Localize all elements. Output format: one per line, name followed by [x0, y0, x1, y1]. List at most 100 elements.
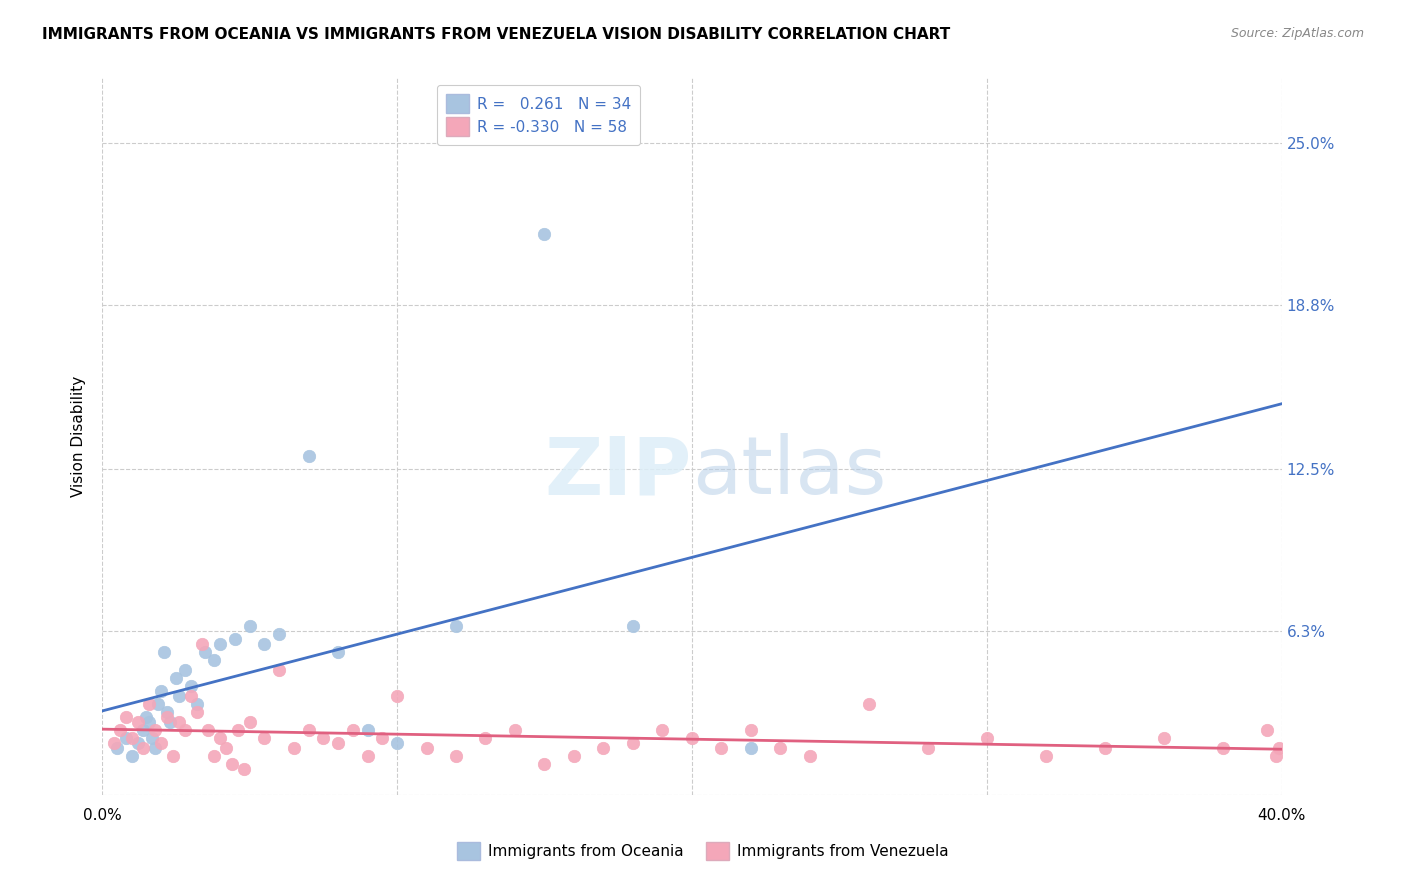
Point [326, 736, 349, 750]
Point [202, 653, 225, 667]
Point [156, 705, 179, 719]
Point [127, 736, 149, 750]
Point [651, 723, 673, 738]
Point [562, 749, 585, 764]
Point [103, 736, 125, 750]
Point [976, 731, 998, 745]
Y-axis label: Vision Disability: Vision Disability [72, 376, 86, 497]
Point [444, 619, 467, 633]
Point [132, 723, 155, 738]
Point [138, 697, 160, 711]
Text: Source: ZipAtlas.com: Source: ZipAtlas.com [1230, 27, 1364, 40]
Point [385, 736, 408, 750]
Point [503, 723, 526, 738]
Point [1264, 749, 1286, 764]
Point [621, 619, 644, 633]
Point [224, 632, 246, 646]
Point [342, 723, 364, 738]
Point [312, 731, 335, 745]
Point [297, 449, 319, 463]
Point [191, 637, 214, 651]
Point [710, 741, 733, 756]
Point [799, 749, 821, 764]
Point [917, 741, 939, 756]
Point [197, 723, 219, 738]
Point [533, 227, 555, 241]
Point [283, 741, 305, 756]
Point [239, 715, 262, 730]
Point [1094, 741, 1116, 756]
Point [127, 715, 149, 730]
Point [253, 637, 276, 651]
Point [202, 749, 225, 764]
Point [681, 731, 703, 745]
Point [1267, 741, 1289, 756]
Point [194, 645, 217, 659]
Point [269, 626, 291, 640]
Point [173, 723, 195, 738]
Point [371, 731, 394, 745]
Point [1153, 731, 1175, 745]
Point [141, 731, 163, 745]
Point [121, 731, 143, 745]
Point [135, 710, 157, 724]
Text: 0.0%: 0.0% [83, 808, 121, 823]
Point [253, 731, 276, 745]
Point [138, 715, 160, 730]
Point [415, 741, 437, 756]
Point [1212, 741, 1234, 756]
Point [239, 619, 262, 633]
Point [209, 731, 232, 745]
Text: atlas: atlas [692, 434, 886, 511]
Text: ZIP: ZIP [544, 434, 692, 511]
Point [121, 749, 143, 764]
Point [153, 645, 176, 659]
Point [150, 684, 173, 698]
Point [209, 637, 232, 651]
Point [533, 757, 555, 772]
Point [221, 757, 243, 772]
Point [356, 749, 378, 764]
Point [162, 749, 184, 764]
Point [167, 715, 190, 730]
Point [105, 741, 128, 756]
Point [159, 715, 181, 730]
Point [180, 679, 202, 693]
Point [232, 763, 254, 777]
Point [143, 723, 166, 738]
Point [150, 736, 173, 750]
Point [143, 741, 166, 756]
Point [474, 731, 496, 745]
Point [156, 710, 179, 724]
Point [1256, 723, 1278, 738]
Point [297, 723, 319, 738]
Point [385, 690, 408, 704]
Point [186, 697, 208, 711]
Point [226, 723, 249, 738]
Point [1035, 749, 1057, 764]
Point [444, 749, 467, 764]
Point [114, 731, 136, 745]
Point [858, 697, 880, 711]
Point [180, 690, 202, 704]
Point [132, 741, 155, 756]
Point [114, 710, 136, 724]
Point [326, 645, 349, 659]
Point [173, 663, 195, 677]
Point [356, 723, 378, 738]
Point [215, 741, 238, 756]
Text: 40.0%: 40.0% [1257, 808, 1306, 823]
Point [621, 736, 644, 750]
Point [186, 705, 208, 719]
Point [108, 723, 131, 738]
Legend: Immigrants from Oceania, Immigrants from Venezuela: Immigrants from Oceania, Immigrants from… [451, 836, 955, 866]
Point [592, 741, 614, 756]
Point [740, 723, 762, 738]
Point [148, 697, 170, 711]
Text: IMMIGRANTS FROM OCEANIA VS IMMIGRANTS FROM VENEZUELA VISION DISABILITY CORRELATI: IMMIGRANTS FROM OCEANIA VS IMMIGRANTS FR… [42, 27, 950, 42]
Point [165, 671, 187, 685]
Legend: R =   0.261   N = 34, R = -0.330   N = 58: R = 0.261 N = 34, R = -0.330 N = 58 [437, 85, 640, 145]
Point [769, 741, 792, 756]
Point [740, 741, 762, 756]
Point [269, 663, 291, 677]
